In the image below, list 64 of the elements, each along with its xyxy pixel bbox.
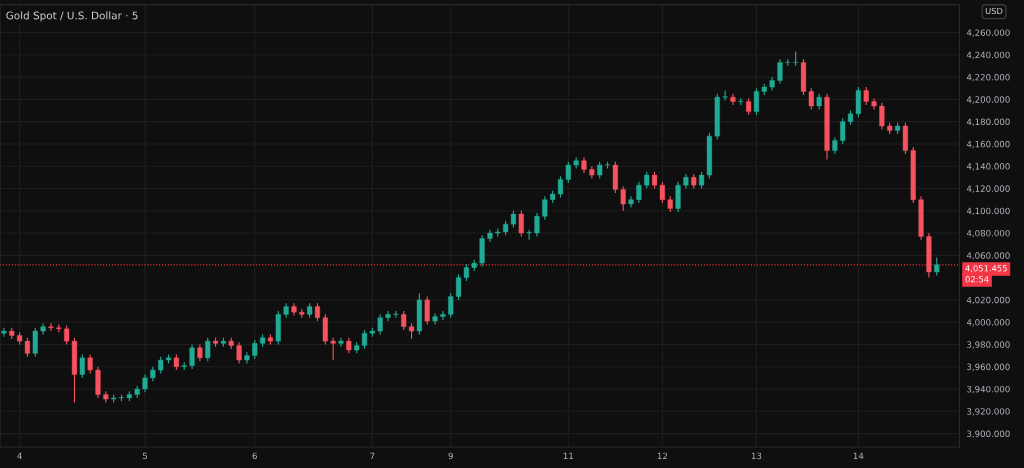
y-tick-label: 3,980.000 bbox=[967, 341, 1010, 349]
candlestick bbox=[393, 310, 399, 319]
candlestick bbox=[636, 181, 642, 204]
candlestick bbox=[385, 310, 391, 322]
y-tick-label: 4,120.000 bbox=[966, 185, 1010, 193]
ref-line-label: 4,051.455 bbox=[965, 265, 1007, 273]
text: USD bbox=[985, 7, 1003, 15]
candlestick bbox=[236, 341, 242, 364]
x-tick-label: 4 bbox=[17, 452, 22, 460]
candlestick bbox=[205, 337, 211, 362]
y-tick-label: 4,160.000 bbox=[966, 140, 1010, 149]
x-tick-label: 14 bbox=[853, 452, 864, 460]
candlestick bbox=[675, 181, 681, 213]
y-tick-label: 4,140.000 bbox=[966, 163, 1010, 171]
y-tick-label: 4,100.000 bbox=[966, 207, 1010, 216]
text: 02:54 bbox=[965, 276, 989, 283]
y-tick-label: 3,960.000 bbox=[967, 363, 1010, 371]
candlestick bbox=[189, 343, 195, 370]
candlestick bbox=[534, 212, 540, 237]
x-tick-label: 12 bbox=[657, 452, 668, 460]
candlestick bbox=[840, 117, 846, 145]
candlestick bbox=[330, 337, 336, 361]
candlestick bbox=[808, 87, 814, 110]
candlestick bbox=[620, 185, 626, 212]
candlestick bbox=[48, 322, 54, 332]
text: Gold Spot / U.S. Dollar · 5 bbox=[6, 11, 138, 22]
candlestick bbox=[377, 313, 383, 335]
candlestick bbox=[87, 353, 93, 374]
candlestick bbox=[79, 353, 85, 379]
candlestick bbox=[518, 210, 524, 237]
x-tick-label: 6 bbox=[252, 452, 257, 460]
candlestick bbox=[440, 310, 446, 321]
x-tick-label: 5 bbox=[142, 452, 148, 460]
y-tick-label: 3,920.000 bbox=[967, 408, 1010, 416]
y-tick-label: 3,940.000 bbox=[967, 385, 1010, 394]
candlestick bbox=[252, 339, 258, 360]
y-tick-label: 4,260.000 bbox=[966, 29, 1010, 37]
candlestick bbox=[32, 327, 38, 358]
x-tick-label: 7 bbox=[370, 452, 375, 460]
candlestick bbox=[565, 161, 571, 184]
y-tick-label: 4,200.000 bbox=[966, 96, 1010, 104]
x-tick-label: 11 bbox=[563, 452, 574, 460]
candlestick bbox=[401, 310, 407, 331]
y-tick-label: 3,900.000 bbox=[967, 430, 1010, 438]
y-tick-label: 4,020.000 bbox=[966, 296, 1010, 305]
y-tick-label: 4,240.000 bbox=[966, 51, 1010, 60]
candlestick bbox=[1, 327, 7, 338]
candlestick bbox=[542, 195, 548, 221]
candlestick bbox=[722, 89, 728, 102]
y-tick-label: 4,180.000 bbox=[966, 118, 1010, 126]
x-tick-label: 13 bbox=[751, 452, 762, 460]
candlestick bbox=[879, 102, 885, 131]
candlestick bbox=[338, 337, 344, 348]
y-tick-label: 4,060.000 bbox=[966, 252, 1010, 260]
x-tick-label: 9 bbox=[448, 452, 453, 460]
y-tick-label: 4,080.000 bbox=[966, 229, 1010, 238]
candlestick bbox=[424, 295, 430, 325]
candlestick bbox=[777, 58, 783, 85]
y-tick-label: 4,220.000 bbox=[966, 73, 1010, 82]
candlestick bbox=[753, 87, 760, 116]
candlestick bbox=[322, 313, 328, 346]
candlestick bbox=[526, 229, 532, 241]
y-tick-label: 4,000.000 bbox=[966, 319, 1010, 327]
candlestick bbox=[448, 292, 454, 319]
